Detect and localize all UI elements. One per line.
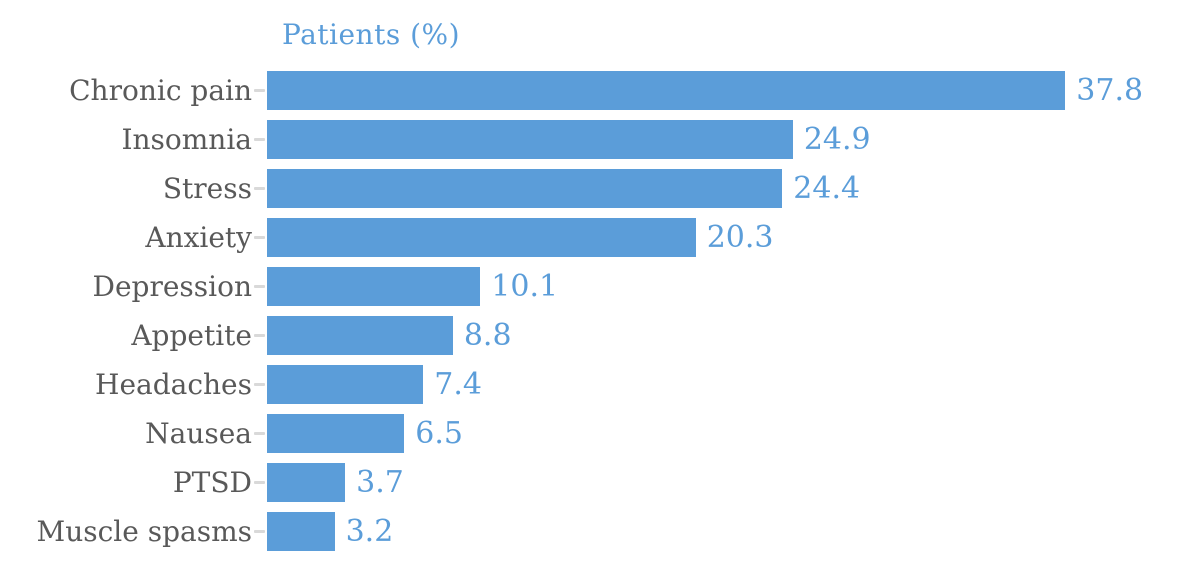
category-label: Insomnia xyxy=(121,123,252,156)
bar-cell: 24.9 xyxy=(267,120,1192,159)
value-label: 7.4 xyxy=(434,367,482,402)
tick-mark xyxy=(254,89,265,92)
category-label: Stress xyxy=(162,172,252,205)
bar-cell: 6.5 xyxy=(267,414,1192,453)
category-label: Muscle spasms xyxy=(36,515,252,548)
category-label: Anxiety xyxy=(145,221,252,254)
chart-title: Patients (%) xyxy=(282,18,461,51)
tick-cell xyxy=(252,120,267,159)
bar-row: Muscle spasms 3.2 xyxy=(0,512,1192,551)
bar xyxy=(267,120,793,159)
tick-mark xyxy=(254,285,265,288)
tick-mark xyxy=(254,236,265,239)
value-label: 24.9 xyxy=(803,122,871,157)
tick-cell xyxy=(252,365,267,404)
bar xyxy=(267,414,405,453)
bar xyxy=(267,169,783,208)
bar-cell: 10.1 xyxy=(267,267,1192,306)
value-label: 3.7 xyxy=(356,465,404,500)
tick-mark xyxy=(254,432,265,435)
bar xyxy=(267,267,481,306)
bar-cell: 8.8 xyxy=(267,316,1192,355)
value-label: 8.8 xyxy=(463,318,512,353)
tick-cell xyxy=(252,218,267,257)
bar xyxy=(267,316,453,355)
category-label: Depression xyxy=(92,270,252,303)
value-label: 3.2 xyxy=(345,514,394,549)
tick-mark xyxy=(254,334,265,337)
value-label: 10.1 xyxy=(491,269,559,304)
category-label: Nausea xyxy=(145,417,252,450)
category-label: Chronic pain xyxy=(69,74,252,107)
bar-row: PTSD 3.7 xyxy=(0,463,1192,502)
bar xyxy=(267,512,335,551)
bar-cell: 3.7 xyxy=(267,463,1192,502)
value-label: 37.8 xyxy=(1076,73,1144,108)
tick-cell xyxy=(252,316,267,355)
value-label: 24.4 xyxy=(793,171,861,206)
value-label: 20.3 xyxy=(706,220,774,255)
bar xyxy=(267,365,424,404)
bar-row: Stress 24.4 xyxy=(0,169,1192,208)
bar-cell: 3.2 xyxy=(267,512,1192,551)
category-label: Appetite xyxy=(131,319,252,352)
bar xyxy=(267,463,346,502)
bar-row: Nausea 6.5 xyxy=(0,414,1192,453)
bar-cell: 7.4 xyxy=(267,365,1192,404)
tick-mark xyxy=(254,481,265,484)
tick-cell xyxy=(252,463,267,502)
bar-row: Headaches 7.4 xyxy=(0,365,1192,404)
category-label: Headaches xyxy=(95,368,252,401)
tick-mark xyxy=(254,138,265,141)
tick-cell xyxy=(252,267,267,306)
bar-row: Appetite 8.8 xyxy=(0,316,1192,355)
tick-mark xyxy=(254,530,265,533)
tick-cell xyxy=(252,71,267,110)
tick-mark xyxy=(254,383,265,386)
chart-rows: Chronic pain 37.8 Insomnia 24.9 Stress xyxy=(0,71,1192,551)
tick-cell xyxy=(252,512,267,551)
bar xyxy=(267,218,696,257)
category-label: PTSD xyxy=(172,466,252,499)
tick-cell xyxy=(252,169,267,208)
bar-cell: 24.4 xyxy=(267,169,1192,208)
value-label: 6.5 xyxy=(415,416,463,451)
tick-cell xyxy=(252,414,267,453)
bar-row: Anxiety 20.3 xyxy=(0,218,1192,257)
bar-row: Insomnia 24.9 xyxy=(0,120,1192,159)
tick-mark xyxy=(254,187,265,190)
bar-row: Depression 10.1 xyxy=(0,267,1192,306)
bar xyxy=(267,71,1066,110)
bar-cell: 20.3 xyxy=(267,218,1192,257)
bar-cell: 37.8 xyxy=(267,71,1192,110)
bar-row: Chronic pain 37.8 xyxy=(0,71,1192,110)
